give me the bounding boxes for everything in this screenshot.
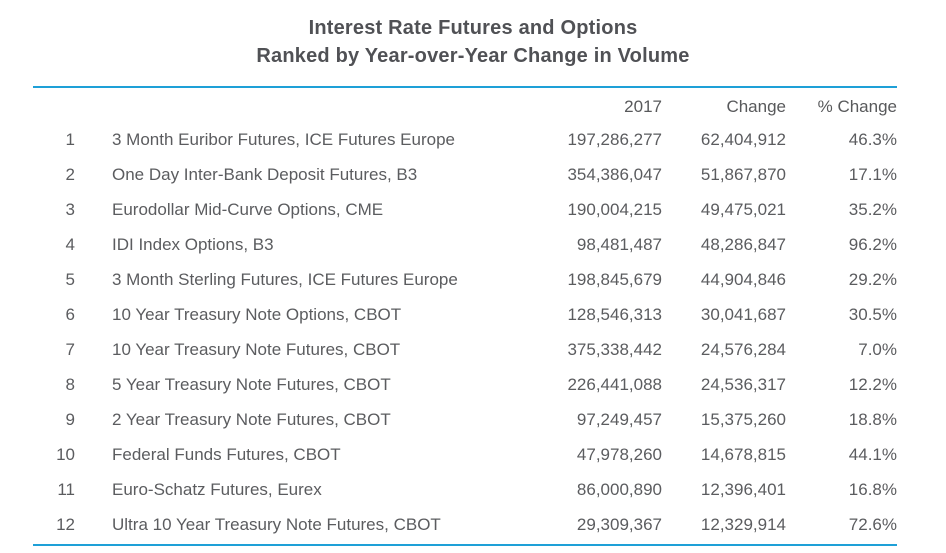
row-rank: 1 bbox=[65, 129, 75, 149]
row-contract-name: Eurodollar Mid-Curve Options, CME bbox=[112, 199, 384, 219]
row-change: 12,396,401 bbox=[700, 479, 786, 499]
table-row: 8 5 Year Treasury Note Futures, CBOT 226… bbox=[33, 367, 897, 402]
row-pct-change: 12.2% bbox=[848, 374, 897, 394]
row-change: 44,904,846 bbox=[700, 269, 786, 289]
row-contract-name: Euro-Schatz Futures, Eurex bbox=[112, 479, 322, 499]
table-row: 7 10 Year Treasury Note Futures, CBOT 37… bbox=[33, 332, 897, 367]
row-pct-change: 46.3% bbox=[848, 129, 897, 149]
figure-title-line-1: Interest Rate Futures and Options bbox=[308, 17, 638, 39]
table-row: 11 Euro-Schatz Futures, Eurex 86,000,890… bbox=[33, 472, 897, 507]
row-2017-volume: 29,309,367 bbox=[576, 514, 662, 534]
header-change: Change bbox=[726, 97, 786, 116]
row-rank: 11 bbox=[57, 479, 75, 499]
row-pct-change: 35.2% bbox=[848, 199, 897, 219]
row-change: 49,475,021 bbox=[700, 199, 786, 219]
row-contract-name: 10 Year Treasury Note Futures, CBOT bbox=[112, 339, 401, 359]
row-change: 15,375,260 bbox=[700, 409, 786, 429]
row-2017-volume: 128,546,313 bbox=[567, 304, 662, 324]
row-contract-name: 3 Month Sterling Futures, ICE Futures Eu… bbox=[112, 269, 458, 289]
row-pct-change: 7.0% bbox=[858, 339, 897, 359]
header-2017-volume: 2017 bbox=[624, 97, 662, 116]
table-row: 12 Ultra 10 Year Treasury Note Futures, … bbox=[33, 507, 897, 542]
table-row: 5 3 Month Sterling Futures, ICE Futures … bbox=[33, 262, 897, 297]
row-change: 24,536,317 bbox=[700, 374, 786, 394]
row-pct-change: 29.2% bbox=[848, 269, 897, 289]
row-rank: 8 bbox=[65, 374, 75, 394]
row-contract-name: IDI Index Options, B3 bbox=[112, 234, 274, 254]
figure-title-block: Interest Rate Futures and Options Ranked… bbox=[0, 0, 946, 84]
row-2017-volume: 86,000,890 bbox=[576, 479, 662, 499]
row-pct-change: 44.1% bbox=[848, 444, 897, 464]
row-pct-change: 96.2% bbox=[848, 234, 897, 254]
rankings-table: 2017 Change % Change 1 3 Month Euribor F… bbox=[33, 86, 897, 546]
row-contract-name: Federal Funds Futures, CBOT bbox=[112, 444, 341, 464]
row-rank: 7 bbox=[65, 339, 75, 359]
row-2017-volume: 97,249,457 bbox=[576, 409, 662, 429]
row-contract-name: Ultra 10 Year Treasury Note Futures, CBO… bbox=[112, 514, 441, 534]
table-row: 2 One Day Inter-Bank Deposit Futures, B3… bbox=[33, 157, 897, 192]
row-contract-name: 3 Month Euribor Futures, ICE Futures Eur… bbox=[112, 129, 455, 149]
row-pct-change: 72.6% bbox=[848, 514, 897, 534]
row-2017-volume: 197,286,277 bbox=[567, 129, 662, 149]
row-rank: 12 bbox=[56, 514, 75, 534]
row-2017-volume: 98,481,487 bbox=[576, 234, 662, 254]
row-contract-name: One Day Inter-Bank Deposit Futures, B3 bbox=[112, 164, 418, 184]
row-change: 62,404,912 bbox=[700, 129, 786, 149]
table-row: 10 Federal Funds Futures, CBOT 47,978,26… bbox=[33, 437, 897, 472]
table-row: 4 IDI Index Options, B3 98,481,487 48,28… bbox=[33, 227, 897, 262]
row-2017-volume: 190,004,215 bbox=[567, 199, 662, 219]
row-pct-change: 18.8% bbox=[848, 409, 897, 429]
row-rank: 2 bbox=[65, 164, 75, 184]
row-pct-change: 16.8% bbox=[848, 479, 897, 499]
row-contract-name: 10 Year Treasury Note Options, CBOT bbox=[112, 304, 402, 324]
row-rank: 5 bbox=[65, 269, 75, 289]
figure-title-line-2: Ranked by Year-over-Year Change in Volum… bbox=[256, 45, 690, 67]
row-pct-change: 30.5% bbox=[848, 304, 897, 324]
table-row: 6 10 Year Treasury Note Options, CBOT 12… bbox=[33, 297, 897, 332]
row-rank: 4 bbox=[65, 234, 75, 254]
row-change: 24,576,284 bbox=[700, 339, 786, 359]
row-rank: 3 bbox=[65, 199, 75, 219]
row-rank: 10 bbox=[56, 444, 75, 464]
row-rank: 9 bbox=[65, 409, 75, 429]
row-2017-volume: 47,978,260 bbox=[576, 444, 662, 464]
row-pct-change: 17.1% bbox=[848, 164, 897, 184]
row-contract-name: 2 Year Treasury Note Futures, CBOT bbox=[112, 409, 391, 429]
row-change: 30,041,687 bbox=[700, 304, 786, 324]
table-row: 3 Eurodollar Mid-Curve Options, CME 190,… bbox=[33, 192, 897, 227]
row-change: 14,678,815 bbox=[700, 444, 786, 464]
row-change: 48,286,847 bbox=[700, 234, 786, 254]
row-contract-name: 5 Year Treasury Note Futures, CBOT bbox=[112, 374, 391, 394]
table-row: 1 3 Month Euribor Futures, ICE Futures E… bbox=[33, 122, 897, 157]
row-rank: 6 bbox=[65, 304, 75, 324]
row-change: 51,867,870 bbox=[700, 164, 786, 184]
table-body: 1 3 Month Euribor Futures, ICE Futures E… bbox=[33, 122, 897, 542]
table-header-row: 2017 Change % Change bbox=[33, 92, 897, 122]
row-2017-volume: 226,441,088 bbox=[567, 374, 662, 394]
table-row: 9 2 Year Treasury Note Futures, CBOT 97,… bbox=[33, 402, 897, 437]
row-2017-volume: 354,386,047 bbox=[567, 164, 662, 184]
row-2017-volume: 198,845,679 bbox=[567, 269, 662, 289]
header-pct-change: % Change bbox=[817, 97, 897, 116]
row-2017-volume: 375,338,442 bbox=[567, 339, 662, 359]
row-change: 12,329,914 bbox=[700, 514, 786, 534]
